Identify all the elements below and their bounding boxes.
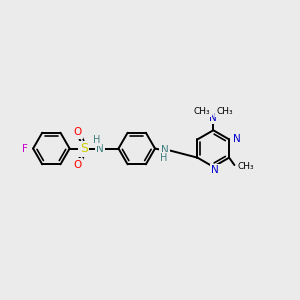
Text: N: N [96,143,104,154]
Text: F: F [22,143,28,154]
Text: S: S [80,142,88,155]
Text: CH₃: CH₃ [194,107,210,116]
Text: CH₃: CH₃ [238,162,255,171]
Text: H: H [160,153,167,163]
Text: N: N [211,165,219,175]
Text: N: N [209,113,217,123]
Text: O: O [74,160,82,170]
Text: CH₃: CH₃ [216,107,233,116]
Text: N: N [232,134,240,144]
Text: O: O [74,127,82,137]
Text: H: H [93,135,101,145]
Text: N: N [160,145,168,155]
